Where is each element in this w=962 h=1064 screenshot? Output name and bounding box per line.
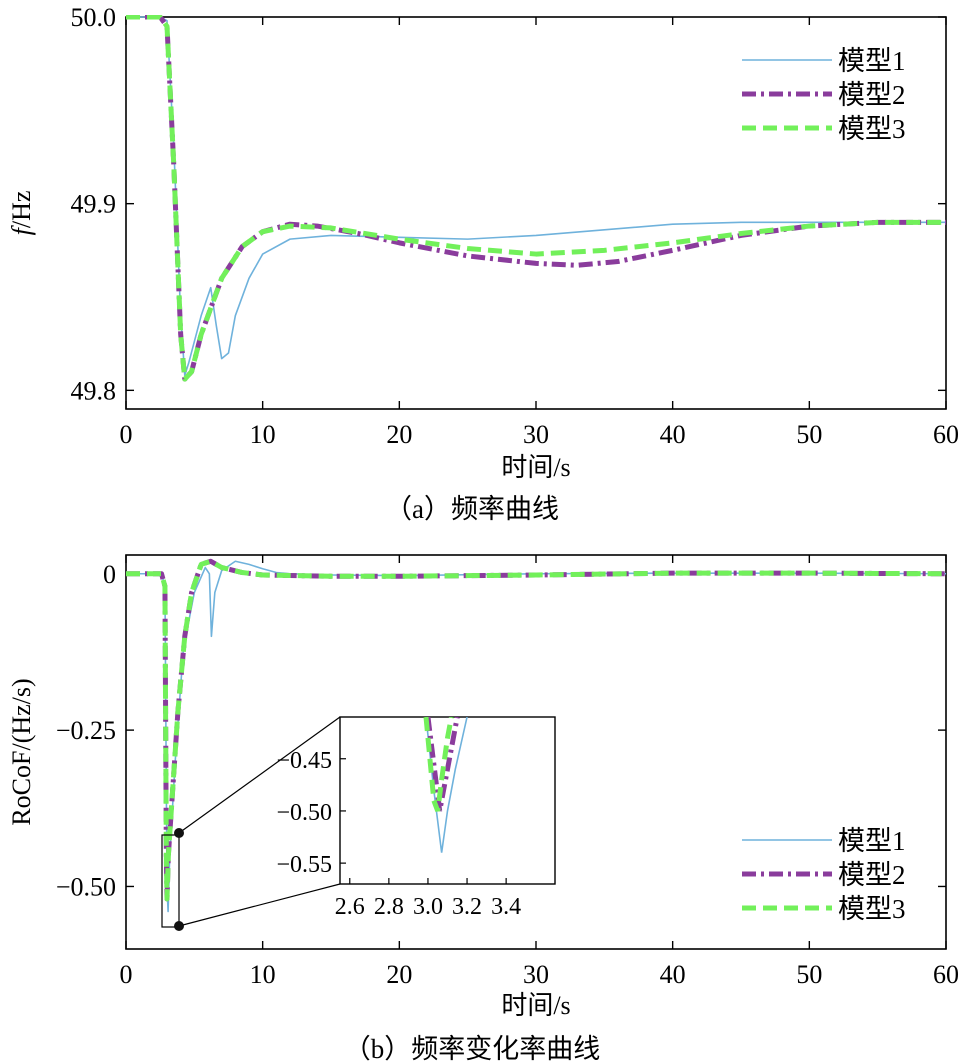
legend-label-m3: 模型3 — [838, 894, 906, 924]
y-tick-label: −0.50 — [56, 872, 116, 901]
legend: 模型1 模型2 模型3 — [742, 46, 906, 144]
series-group — [126, 15, 946, 382]
x-tick-label: 10 — [250, 420, 276, 449]
x-tick-label: 0 — [120, 420, 133, 449]
legend-label-m1: 模型1 — [838, 826, 906, 856]
x-tick-label: 10 — [250, 960, 276, 989]
inset-x-tick-label: 2.8 — [374, 894, 404, 920]
legend-label-m2: 模型2 — [838, 860, 906, 890]
plot-frame — [125, 16, 947, 410]
series-group — [126, 558, 946, 913]
x-tick-label: 50 — [796, 420, 822, 449]
y-axis-label-symbol: f — [7, 224, 36, 235]
legend-label-m1: 模型1 — [838, 46, 906, 76]
x-axis-label: 时间/s — [501, 453, 570, 482]
zoom-connector-bottom — [178, 883, 341, 927]
legend: 模型1 模型2 模型3 — [742, 826, 906, 924]
y-tick-label: 0 — [103, 560, 116, 589]
zoom-marker-bottom — [174, 921, 184, 931]
zoom-region-box — [161, 834, 180, 928]
x-tick-label: 20 — [386, 960, 412, 989]
x-tick-label: 30 — [523, 420, 549, 449]
y-axis-label: RoCoF/(Hz/s) — [7, 678, 36, 825]
zoom-connector-top — [178, 716, 341, 834]
y-axis-label-unit: /Hz — [7, 191, 36, 229]
series-line-m1 — [126, 16, 946, 377]
y-tick-label: 49.9 — [71, 190, 117, 219]
x-axis-label: 时间/s — [501, 991, 570, 1020]
chart-a: 0 10 20 30 40 50 60 49.8 49.9 50.0 时间/s f/Hz （a）频率曲线… — [7, 3, 959, 524]
figure-caption: （a）频率曲线 — [385, 494, 559, 524]
x-tick-label: 60 — [933, 960, 959, 989]
series-line-m3 — [126, 15, 946, 382]
series-line-m2 — [126, 15, 946, 382]
inset-plot: 2.6 2.8 3.0 3.2 3.4 −0.45 −0.50 −0.55 — [161, 716, 556, 931]
y-tick-label: 50.0 — [71, 3, 117, 32]
inset-x-tick-label: 2.6 — [335, 894, 365, 920]
chart-b: 0 10 20 30 40 50 60 0 −0.25 −0.50 时间/s RoCoF/(Hz/s)… — [7, 554, 959, 1064]
figure-caption: （b）频率变化率曲线 — [344, 1034, 601, 1064]
zoom-marker-top — [174, 828, 184, 838]
inset-x-tick-label: 3.4 — [491, 894, 521, 920]
x-tick-label: 0 — [120, 960, 133, 989]
inset-y-tick-label: −0.50 — [276, 800, 332, 826]
x-tick-label: 60 — [933, 420, 959, 449]
y-axis-label: f/Hz — [7, 191, 36, 236]
series-line-m3 — [126, 558, 946, 902]
inset-x-tick-label: 3.2 — [452, 894, 482, 920]
inset-y-tick-label: −0.45 — [276, 748, 332, 774]
x-tick-label: 20 — [386, 420, 412, 449]
inset-series-line-m3 — [423, 717, 454, 812]
x-tick-label: 30 — [523, 960, 549, 989]
inset-series-group — [423, 717, 468, 853]
legend-label-m3: 模型3 — [838, 114, 906, 144]
inset-x-tick-label: 3.0 — [413, 894, 443, 920]
x-tick-label: 40 — [660, 960, 686, 989]
inset-series-line-m1 — [425, 717, 468, 853]
x-tick-label: 50 — [796, 960, 822, 989]
inset-frame — [339, 716, 556, 885]
inset-y-tick-label: −0.55 — [276, 852, 332, 878]
y-tick-label: −0.25 — [56, 716, 116, 745]
y-tick-label: 49.8 — [71, 376, 117, 405]
legend-label-m2: 模型2 — [838, 80, 906, 110]
x-tick-label: 40 — [660, 420, 686, 449]
